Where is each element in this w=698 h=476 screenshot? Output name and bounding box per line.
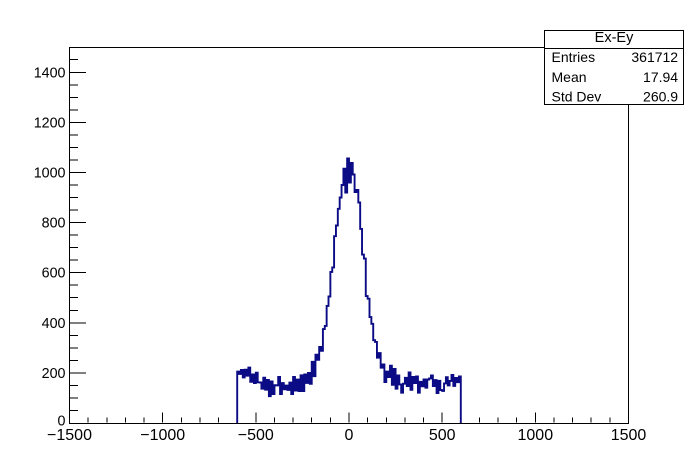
svg-text:260.9: 260.9: [643, 89, 678, 105]
svg-text:−1500: −1500: [47, 427, 92, 444]
svg-text:361712: 361712: [631, 49, 678, 65]
svg-text:400: 400: [42, 316, 66, 332]
svg-text:1000: 1000: [518, 427, 554, 444]
svg-text:1000: 1000: [34, 166, 66, 182]
svg-text:Std Dev: Std Dev: [552, 89, 602, 105]
svg-text:1400: 1400: [34, 65, 66, 81]
svg-text:1500: 1500: [611, 427, 647, 444]
svg-text:600: 600: [42, 266, 66, 282]
svg-text:Mean: Mean: [552, 69, 587, 85]
svg-text:−1000: −1000: [140, 427, 185, 444]
svg-text:200: 200: [42, 366, 66, 382]
svg-text:500: 500: [429, 427, 456, 444]
svg-text:800: 800: [42, 216, 66, 232]
svg-text:0: 0: [58, 414, 66, 430]
svg-text:17.94: 17.94: [643, 69, 678, 85]
svg-text:1200: 1200: [34, 115, 66, 131]
svg-text:−500: −500: [238, 427, 274, 444]
svg-text:Ex-Ey: Ex-Ey: [595, 30, 634, 46]
svg-text:Entries: Entries: [552, 49, 596, 65]
svg-text:0: 0: [345, 427, 354, 444]
